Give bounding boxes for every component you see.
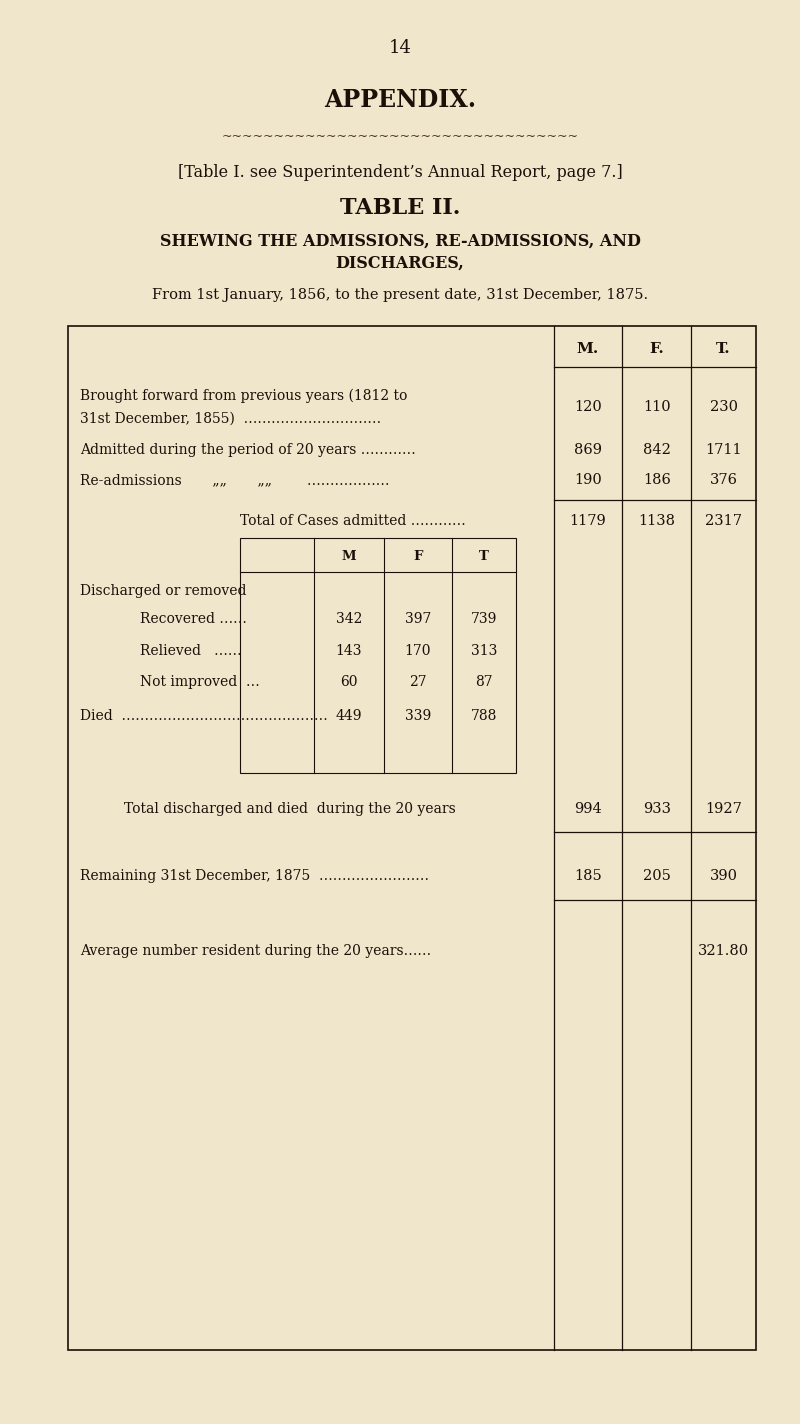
Text: 190: 190: [574, 473, 602, 487]
Text: 31st December, 1855)  …………………………: 31st December, 1855) …………………………: [80, 412, 381, 426]
Text: Total discharged and died  during the 20 years: Total discharged and died during the 20 …: [124, 802, 456, 816]
Text: 1179: 1179: [570, 514, 606, 528]
Text: 869: 869: [574, 443, 602, 457]
Text: 376: 376: [710, 473, 738, 487]
Text: APPENDIX.: APPENDIX.: [324, 88, 476, 111]
Text: 110: 110: [643, 400, 670, 414]
Text: 449: 449: [335, 709, 362, 723]
Text: Died  ………………………………………: Died ………………………………………: [80, 709, 328, 723]
Text: Remaining 31st December, 1875  ……………………: Remaining 31st December, 1875 ……………………: [80, 869, 429, 883]
Text: 342: 342: [336, 612, 362, 627]
Text: 339: 339: [405, 709, 431, 723]
Text: From 1st January, 1856, to the present date, 31st December, 1875.: From 1st January, 1856, to the present d…: [152, 288, 648, 302]
Text: M: M: [342, 550, 356, 564]
Text: ~~~~~~~~~~~~~~~~~~~~~~~~~~~~~~~~~~: ~~~~~~~~~~~~~~~~~~~~~~~~~~~~~~~~~~: [222, 130, 578, 144]
Text: 994: 994: [574, 802, 602, 816]
Text: 1927: 1927: [705, 802, 742, 816]
Text: 788: 788: [471, 709, 497, 723]
Text: 87: 87: [475, 675, 493, 689]
Text: F: F: [414, 550, 422, 564]
Text: 2317: 2317: [705, 514, 742, 528]
Text: Recovered ……: Recovered ……: [140, 612, 247, 627]
Text: [Table I. see Superintendent’s Annual Report, page 7.]: [Table I. see Superintendent’s Annual Re…: [178, 164, 622, 181]
Text: 1711: 1711: [706, 443, 742, 457]
Text: 933: 933: [643, 802, 670, 816]
Text: 321.80: 321.80: [698, 944, 749, 958]
Text: Average number resident during the 20 years……: Average number resident during the 20 ye…: [80, 944, 431, 958]
Text: Admitted during the period of 20 years …………: Admitted during the period of 20 years ……: [80, 443, 416, 457]
Text: 186: 186: [643, 473, 670, 487]
Text: Not improved  …: Not improved …: [140, 675, 260, 689]
Text: 205: 205: [643, 869, 670, 883]
Text: M.: M.: [577, 342, 599, 356]
Text: 739: 739: [471, 612, 497, 627]
Text: 1138: 1138: [638, 514, 675, 528]
Text: T: T: [479, 550, 489, 564]
Text: F.: F.: [650, 342, 664, 356]
Text: 27: 27: [409, 675, 427, 689]
Text: DISCHARGES,: DISCHARGES,: [336, 255, 464, 272]
Text: 313: 313: [471, 644, 497, 658]
Text: 14: 14: [389, 40, 411, 57]
Text: 842: 842: [643, 443, 670, 457]
Text: Relieved   ……: Relieved ……: [140, 644, 242, 658]
Text: 390: 390: [710, 869, 738, 883]
Text: 120: 120: [574, 400, 602, 414]
Text: Brought forward from previous years (1812 to: Brought forward from previous years (181…: [80, 389, 407, 403]
Text: 170: 170: [405, 644, 431, 658]
Text: SHEWING THE ADMISSIONS, RE-ADMISSIONS, AND: SHEWING THE ADMISSIONS, RE-ADMISSIONS, A…: [159, 232, 641, 249]
Text: Discharged or removed: Discharged or removed: [80, 584, 246, 598]
Text: Re-admissions       „„       „„        ………………: Re-admissions „„ „„ ………………: [80, 473, 390, 487]
Text: T.: T.: [716, 342, 731, 356]
Text: 230: 230: [710, 400, 738, 414]
Text: Total of Cases admitted …………: Total of Cases admitted …………: [240, 514, 466, 528]
Text: TABLE II.: TABLE II.: [340, 197, 460, 219]
Text: 397: 397: [405, 612, 431, 627]
Text: 143: 143: [335, 644, 362, 658]
Text: 185: 185: [574, 869, 602, 883]
Text: 60: 60: [340, 675, 358, 689]
